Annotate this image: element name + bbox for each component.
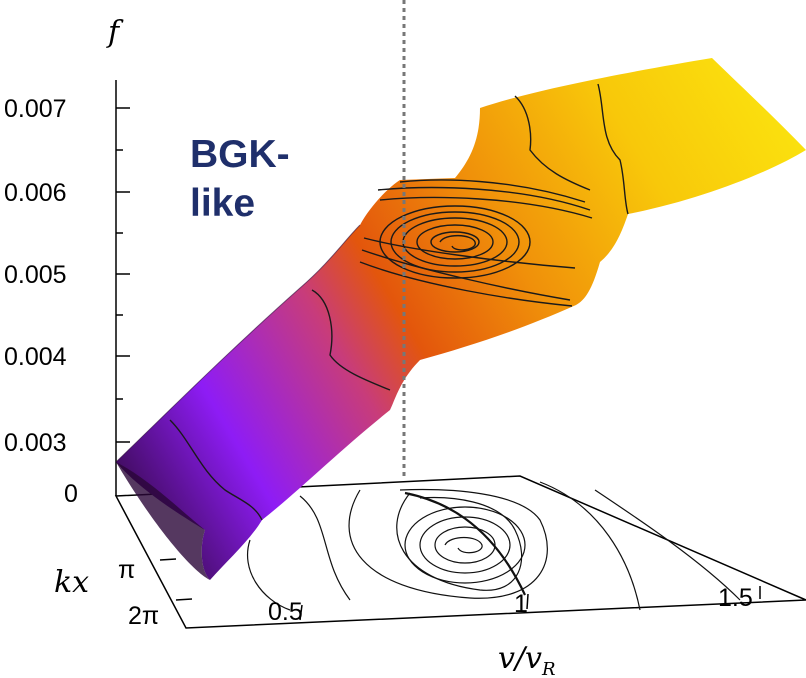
kx-ticks <box>159 558 193 601</box>
z-ticks <box>116 107 130 443</box>
annotation-line-2: like <box>190 182 255 225</box>
z-tick-5: 0 <box>64 480 78 508</box>
kx-tick-pi: π <box>118 556 135 584</box>
z-tick-1: 0.006 <box>4 179 67 207</box>
z-axis-label: f <box>106 15 124 50</box>
kx-axis-label: kx <box>54 565 89 600</box>
surface-rim <box>115 224 361 463</box>
z-tick-4: 0.003 <box>4 429 67 457</box>
v-tick-1: 1 <box>514 590 528 618</box>
z-tick-0: 0.007 <box>4 95 67 123</box>
base-plane <box>114 475 806 629</box>
z-tick-3: 0.004 <box>4 343 67 371</box>
surface-body <box>116 58 806 580</box>
v-ticks <box>299 586 761 621</box>
v-tick-0: 0.5 <box>268 598 303 626</box>
kx-tick-2pi: 2π <box>128 602 159 630</box>
z-tick-labels: 0.007 0.006 0.005 0.004 0.003 0 <box>4 95 78 508</box>
floor-contours <box>247 481 741 611</box>
z-tick-2: 0.005 <box>4 261 67 289</box>
surface-shade <box>116 462 210 580</box>
annotation-line-1: BGK- <box>190 133 290 176</box>
v-tick-2: 1.5 <box>718 584 753 612</box>
v-axis-label: v/vR <box>498 641 556 678</box>
surface <box>115 58 806 580</box>
